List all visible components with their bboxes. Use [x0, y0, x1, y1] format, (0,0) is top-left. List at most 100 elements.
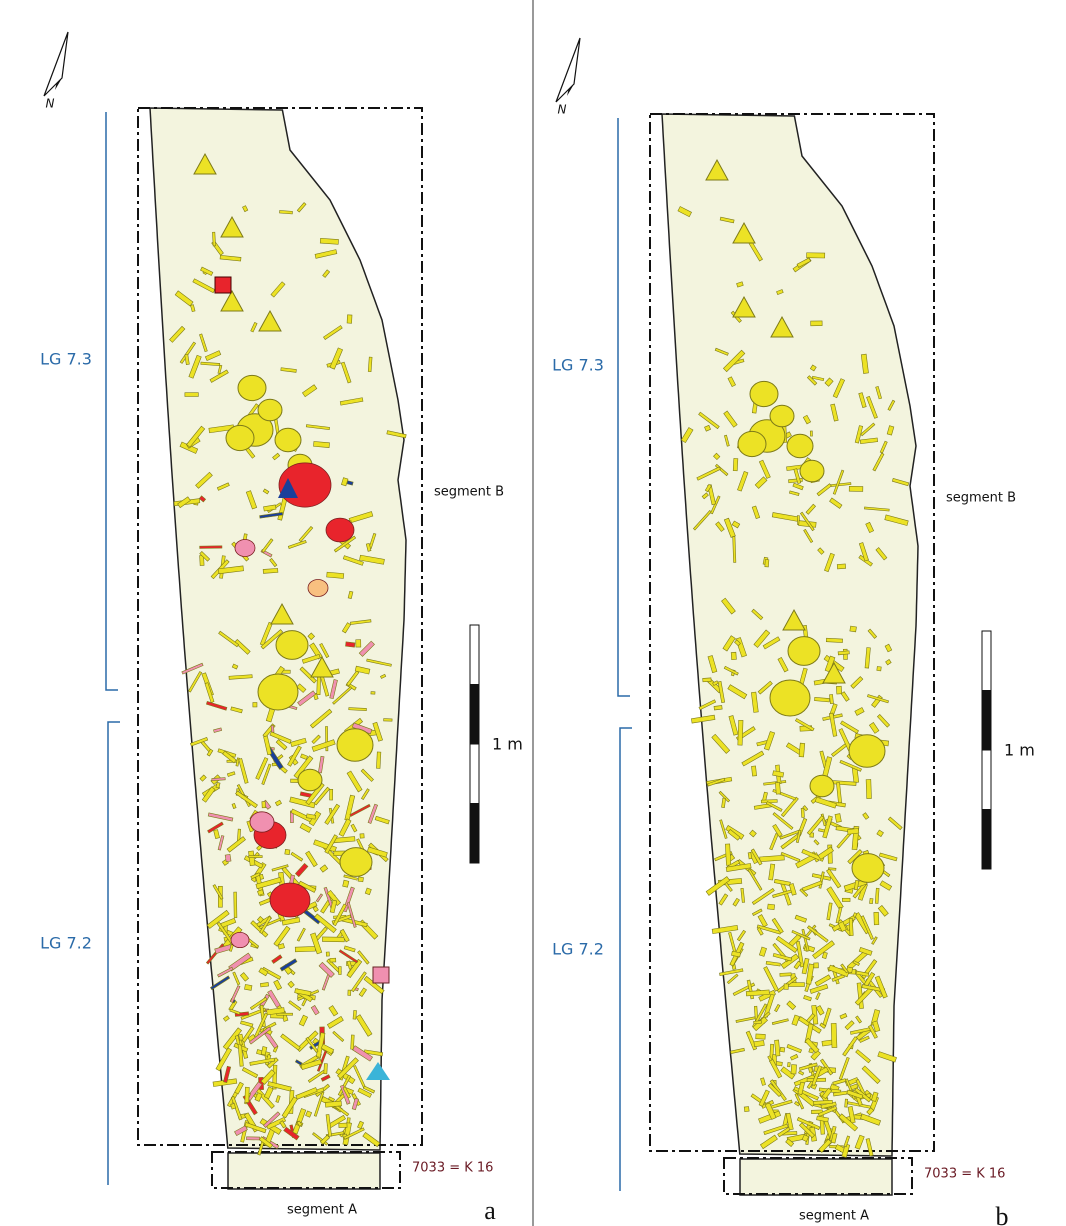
find-fragment — [813, 962, 819, 969]
find-fragment — [840, 963, 849, 974]
find-fragment — [234, 1125, 248, 1137]
find-fragment — [374, 815, 390, 825]
find-fragment — [271, 954, 283, 964]
stone — [257, 398, 283, 422]
find-fragment — [354, 665, 371, 675]
find-fragment — [747, 852, 753, 860]
find-fragment — [869, 898, 874, 904]
find-fragment — [751, 608, 764, 621]
find-fragment — [783, 983, 789, 990]
find-fragment — [312, 905, 319, 913]
find-fragment — [855, 1015, 862, 1024]
find-fragment — [730, 651, 737, 661]
find-fragment — [874, 887, 880, 904]
find-fragment — [838, 1056, 850, 1080]
find-fragment — [301, 384, 318, 398]
find-fragment — [712, 680, 719, 686]
triangle-marker — [732, 295, 756, 318]
find-fragment — [352, 1010, 357, 1020]
find-fragment — [346, 960, 353, 970]
find-fragment — [204, 682, 215, 703]
find-fragment — [842, 1036, 858, 1057]
find-fragment — [801, 880, 823, 892]
find-fragment — [223, 1065, 232, 1083]
find-fragment — [866, 1107, 875, 1116]
find-fragment — [250, 321, 258, 333]
find-fragment — [691, 714, 716, 724]
stone — [851, 853, 885, 883]
find-fragment — [383, 718, 393, 722]
find-fragment — [329, 679, 338, 700]
find-fragment — [294, 862, 309, 878]
find-fragment — [696, 466, 721, 481]
find-fragment — [759, 1134, 778, 1150]
find-fragment — [817, 547, 825, 555]
segment-a-frame — [211, 1151, 401, 1189]
segment-label: segment A — [799, 1209, 869, 1224]
find-fragment — [832, 378, 845, 399]
find-fragment — [315, 893, 324, 903]
find-fragment — [702, 677, 712, 683]
find-fragment — [290, 851, 304, 862]
find-fragment — [338, 1122, 348, 1128]
find-fragment — [799, 511, 815, 532]
find-fragment — [871, 936, 878, 945]
find-fragment — [364, 887, 372, 896]
find-fragment — [226, 771, 236, 777]
find-fragment — [842, 897, 851, 902]
find-fragment — [769, 1059, 783, 1079]
find-fragment — [319, 864, 329, 873]
find-fragment — [719, 968, 744, 977]
stone — [336, 728, 374, 762]
find-fragment — [830, 1132, 838, 1144]
find-fragment — [296, 683, 307, 693]
find-fragment — [877, 1051, 897, 1063]
find-fragment — [222, 1015, 230, 1022]
find-fragment — [206, 748, 214, 757]
find-fragment — [832, 1078, 847, 1086]
find-fragment — [290, 737, 307, 748]
find-fragment — [205, 701, 228, 711]
find-fragment — [340, 361, 352, 384]
stone — [848, 734, 886, 768]
find-fragment — [257, 889, 265, 896]
find-fragment — [360, 788, 370, 800]
find-fragment — [224, 853, 232, 863]
find-fragment — [325, 1114, 332, 1137]
find-fragment — [865, 1138, 874, 1157]
find-fragment — [718, 790, 731, 803]
find-fragment — [745, 989, 770, 997]
find-fragment — [865, 779, 872, 799]
find-fragment — [839, 1013, 848, 1020]
find-fragment — [207, 821, 224, 834]
find-fragment — [329, 899, 338, 914]
find-fragment — [248, 850, 256, 866]
find-fragment — [865, 521, 875, 533]
find-fragment — [294, 1059, 303, 1066]
find-fragment — [222, 750, 237, 764]
find-fragment — [864, 506, 890, 512]
find-fragment — [809, 832, 815, 838]
find-fragment — [815, 1005, 825, 1016]
find-fragment — [860, 353, 869, 374]
find-fragment — [287, 980, 295, 989]
find-fragment — [184, 392, 199, 397]
find-fragment — [860, 1113, 882, 1126]
find-fragment — [232, 971, 241, 986]
find-fragment — [834, 813, 842, 823]
find-fragment — [768, 863, 776, 881]
find-fragment — [876, 829, 884, 838]
find-fragment — [873, 911, 880, 926]
find-fragment — [210, 975, 231, 991]
find-fragment — [806, 375, 818, 386]
stone — [225, 424, 255, 452]
find-fragment — [779, 1046, 786, 1053]
find-fragment — [705, 876, 731, 896]
find-fragment — [343, 874, 358, 881]
find-fragment — [260, 629, 284, 650]
find-fragment — [772, 770, 785, 778]
find-fragment — [814, 696, 830, 703]
stone — [809, 774, 835, 798]
find-fragment — [230, 706, 243, 714]
find-fragment — [240, 1020, 254, 1028]
